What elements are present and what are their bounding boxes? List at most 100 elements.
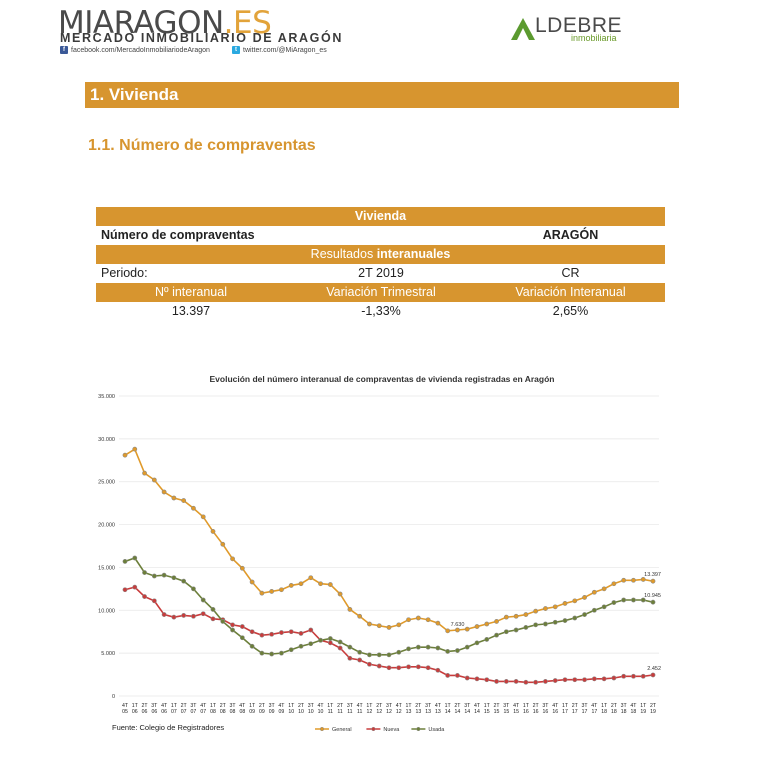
col-header: Variación Trimestral [326,285,436,299]
x-tick-label: 2T [611,703,618,709]
data-point [533,622,539,628]
table-cell: 13.397 [171,304,211,318]
data-point [171,495,177,501]
x-tick-label: 08 [239,709,245,715]
data-point [523,625,529,630]
data-point [220,619,226,624]
x-tick-label: 2T [533,703,540,709]
subsection-title: 1.1. Número de compraventas [88,137,316,154]
x-tick-label: 18 [621,709,627,715]
x-tick-label: 11 [337,709,342,715]
x-tick-label: 1T [210,703,217,709]
data-point [161,572,167,578]
x-tick-label: 1T [171,703,178,709]
twitter-link[interactable]: t twitter.com/@MiAragon_es [232,46,327,54]
data-point [318,581,323,587]
data-point [191,613,196,619]
col-header: Nº interanual [155,285,227,299]
data-point [406,617,411,623]
data-point [415,644,421,650]
data-point [367,652,372,658]
x-tick-label: 07 [181,709,187,715]
data-point [386,625,392,630]
data-point [142,594,147,599]
x-tick-label: 4T [239,703,246,709]
x-tick-label: 2T [337,703,344,709]
results-label: Resultados interanuales [310,247,451,261]
x-tick-label: 15 [484,709,490,715]
data-point [543,621,548,627]
table-title-row: Vivienda [96,207,665,226]
x-tick-label: 09 [269,709,275,715]
legend-label: Usada [428,727,445,733]
x-tick-label: 05 [122,709,128,715]
data-point [142,470,147,476]
x-tick-label: 15 [503,709,509,715]
x-tick-label: 1T [132,703,139,709]
data-point [406,664,411,670]
table-cell: -1,33% [361,304,401,318]
data-point [279,630,284,635]
logo-tld: .ES [223,5,272,41]
x-tick-label: 4T [474,703,481,709]
x-tick-label: 2T [259,703,266,709]
x-tick-label: 16 [543,709,549,715]
partner-sub: inmobiliaria [571,33,617,43]
data-point [611,600,617,605]
x-tick-label: 18 [631,709,637,715]
y-tick-label: 15.000 [98,565,115,571]
data-point [200,514,206,520]
x-tick-label: 4T [552,703,559,709]
data-point [415,615,421,621]
facebook-link[interactable]: f facebook.com/MercadoInmobiliariodeArag… [60,46,210,54]
x-tick-label: 08 [210,709,216,715]
x-tick-label: 10 [308,709,314,715]
data-point [171,614,177,620]
x-tick-label: 1T [484,703,491,709]
data-point [327,582,333,587]
data-point [474,640,480,646]
data-point [308,641,314,647]
data-point [132,584,138,590]
data-point [230,627,235,633]
x-tick-label: 1T [640,703,647,709]
x-tick-label: 2T [142,703,149,709]
data-point [269,589,275,594]
data-point [435,667,441,673]
section-title-bar: 1. Vivienda [85,82,679,108]
data-label: 2.452 [647,666,661,672]
data-point [445,628,451,634]
data-point [122,587,128,593]
data-point [210,529,216,534]
x-tick-label: 4T [435,703,442,709]
data-point [396,622,402,628]
data-point [464,675,470,681]
data-point [259,590,265,596]
table-row: 13.397 -1,33% 2,65% [96,302,665,321]
data-point [621,577,627,583]
x-tick-label: 3T [542,703,549,709]
x-tick-label: 3T [503,703,510,709]
x-tick-label: 4T [630,703,637,709]
x-tick-label: 1T [601,703,608,709]
data-point [298,631,304,636]
data-point [396,649,402,655]
x-tick-label: 1T [249,703,256,709]
data-point [279,650,284,656]
x-tick-label: 06 [142,709,148,715]
data-point [288,583,294,588]
data-point [200,597,206,603]
data-point [562,601,568,606]
data-point [601,604,607,610]
data-point [337,645,343,651]
data-point [631,673,636,679]
x-tick-label: 15 [494,709,500,715]
data-point [464,644,470,650]
data-point [572,598,578,604]
x-tick-label: 1T [406,703,413,709]
x-tick-label: 07 [171,709,177,715]
data-point [337,591,343,597]
data-point [230,622,235,628]
x-tick-label: 09 [259,709,265,715]
data-point [367,621,372,627]
